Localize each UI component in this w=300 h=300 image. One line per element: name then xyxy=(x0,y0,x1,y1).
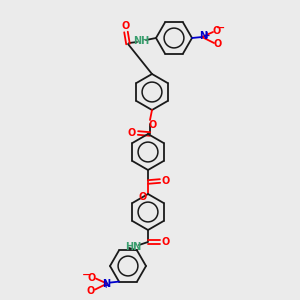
Text: HN: HN xyxy=(125,242,141,252)
Text: −: − xyxy=(82,270,92,280)
Text: O: O xyxy=(87,286,95,296)
Text: +: + xyxy=(102,281,108,290)
Text: O: O xyxy=(214,39,222,49)
Text: O: O xyxy=(139,192,147,202)
Text: −: − xyxy=(216,23,226,33)
Text: O: O xyxy=(149,120,157,130)
Text: O: O xyxy=(162,176,170,186)
Text: O: O xyxy=(213,26,221,36)
Text: O: O xyxy=(88,273,96,283)
Text: O: O xyxy=(128,128,136,138)
Text: NH: NH xyxy=(133,36,149,46)
Text: N: N xyxy=(102,279,110,289)
Text: N: N xyxy=(199,31,207,41)
Text: O: O xyxy=(122,21,130,31)
Text: +: + xyxy=(203,31,209,40)
Text: O: O xyxy=(162,237,170,247)
